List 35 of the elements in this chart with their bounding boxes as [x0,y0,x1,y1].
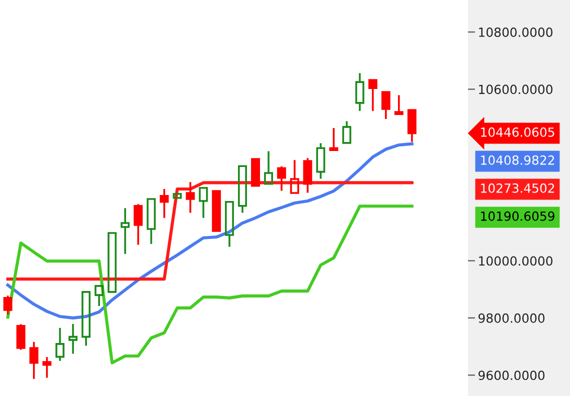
candlestick [42,357,52,378]
candlestick [134,204,143,245]
candlestick [172,192,182,199]
candlestick [368,79,378,111]
y-tick-label: 10800.0000 [479,27,552,37]
candlestick [251,158,260,187]
candlestick [29,342,38,379]
candlestick [212,190,221,232]
candlestick [290,160,300,194]
candlestick [329,128,338,152]
candlestick [238,165,247,213]
candlestick [264,151,274,185]
candlestick [82,291,91,346]
candlestick [108,232,117,293]
candlestick [224,200,234,247]
text: 10190.6059 [481,211,554,221]
candlestick [94,285,104,306]
line-series [6,204,414,364]
y-tick-label: 9600.0000 [478,370,544,380]
candlestick [198,186,208,218]
text: 10273.4502 [481,183,554,193]
candlestick [120,208,130,254]
y-tick-label: 9800.0000 [478,313,544,323]
text: 10408.9822 [481,155,554,165]
y-tick-label: 10000.0000 [479,256,552,266]
candlestick [68,324,78,354]
line-series [6,142,414,320]
y-tick-label: 10600.0000 [479,84,552,94]
candlestick [146,198,156,244]
candlestick [55,328,64,361]
candlestick [407,109,416,142]
text: 10446.0605 [481,127,554,137]
candlestick [186,182,195,213]
candlestick [394,95,404,115]
candlestick [381,91,390,119]
